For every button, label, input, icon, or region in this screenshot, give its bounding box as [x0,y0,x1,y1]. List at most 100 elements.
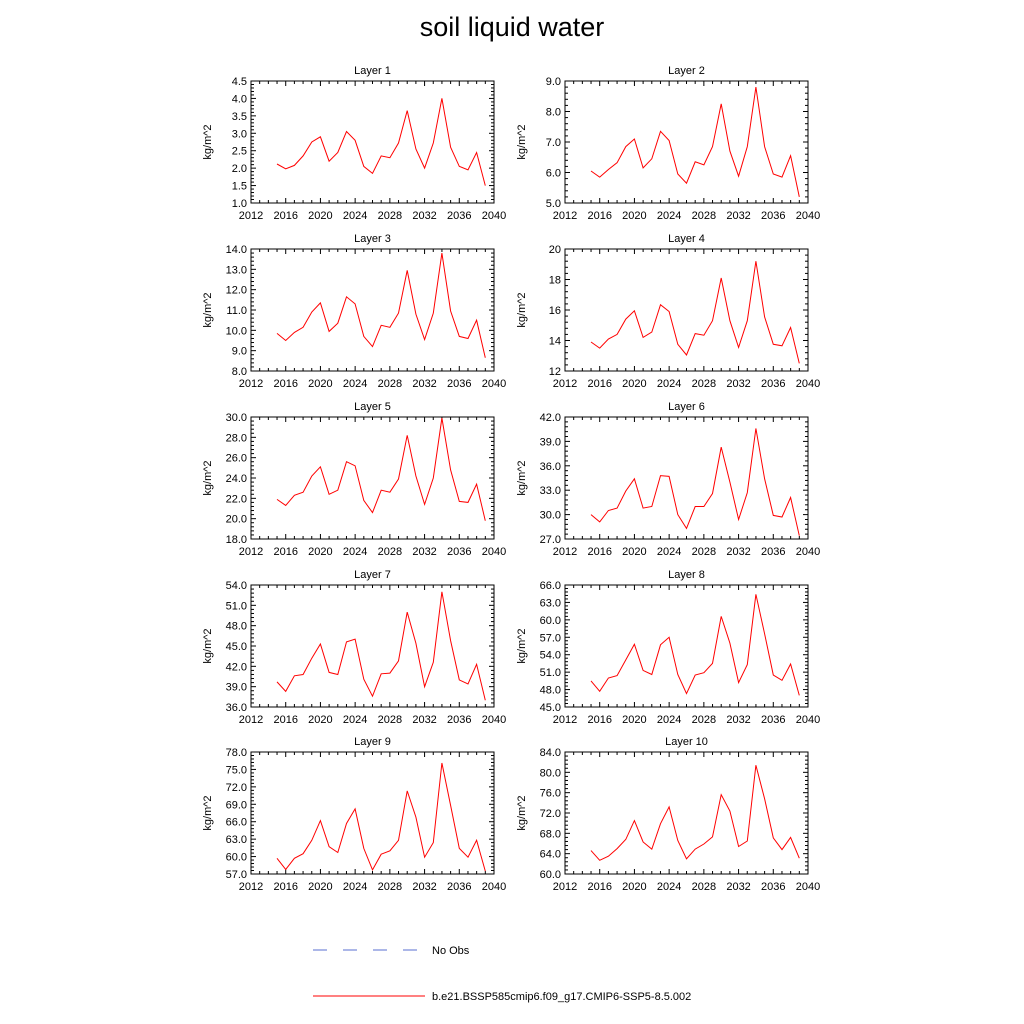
x-tick-label: 2020 [308,881,332,893]
x-tick-label: 2032 [412,546,436,558]
y-tick-label: 36.0 [540,461,561,473]
x-tick-label: 2036 [761,546,785,558]
x-tick-label: 2040 [796,881,820,893]
y-tick-label: 63.0 [540,597,561,609]
y-axis-label: kg/m^2 [202,124,214,159]
y-tick-label: 13.0 [226,264,247,276]
x-tick-label: 2032 [726,378,750,390]
x-tick-label: 2040 [482,714,506,726]
x-tick-label: 2040 [482,546,506,558]
panel-title: Layer 6 [668,401,705,413]
y-axis-label: kg/m^2 [202,460,214,495]
x-tick-label: 2024 [343,378,367,390]
x-tick-label: 2016 [587,881,611,893]
y-axis-label: kg/m^2 [516,460,528,495]
x-tick-label: 2036 [447,378,471,390]
x-tick-label: 2024 [657,378,681,390]
x-tick-label: 2036 [761,881,785,893]
panel-layer-7: Layer 7 kg/m^2 2012 2016 2020 2024 2028 2032 203… [202,569,506,726]
x-tick-label: 2028 [378,378,402,390]
x-tick-label: 2036 [447,881,471,893]
y-tick-label: 54.0 [540,650,561,662]
series-line [590,261,800,364]
y-tick-label: 4.5 [232,76,247,88]
y-tick-label: 76.0 [540,788,561,800]
y-tick-label: 39.0 [226,682,247,694]
series-line [590,87,800,198]
series-line [276,98,486,186]
panel-title: Layer 8 [668,569,705,581]
y-tick-label: 48.0 [226,621,247,633]
x-tick-label: 2024 [657,210,681,222]
y-tick-label: 16 [549,305,561,317]
x-tick-label: 2012 [239,378,263,390]
y-tick-label: 84.0 [540,747,561,759]
y-tick-label: 26.0 [226,453,247,465]
x-tick-label: 2020 [622,714,646,726]
x-tick-label: 2040 [796,378,820,390]
x-tick-label: 2036 [447,546,471,558]
y-tick-label: 57.0 [540,632,561,644]
x-tick-label: 2032 [412,378,436,390]
x-tick-label: 2028 [378,546,402,558]
y-tick-label: 64.0 [540,849,561,861]
x-tick-label: 2012 [239,714,263,726]
x-tick-label: 2016 [273,210,297,222]
y-tick-label: 66.0 [226,817,247,829]
y-tick-label: 22.0 [226,493,247,505]
plot-frame [564,80,809,204]
series-line [590,765,800,861]
y-tick-label: 6.0 [546,168,561,180]
y-tick-label: 12 [549,366,561,378]
y-tick-label: 3.5 [232,111,247,123]
y-tick-label: 60.0 [540,615,561,627]
y-tick-label: 60.0 [540,869,561,881]
y-tick-label: 20 [549,244,561,256]
panel-title: Layer 10 [665,736,708,748]
legend-label-1: No Obs [432,945,470,957]
x-tick-label: 2016 [587,546,611,558]
panel-title: Layer 5 [354,401,391,413]
x-tick-label: 2036 [761,378,785,390]
y-tick-label: 27.0 [540,534,561,546]
y-tick-label: 10.0 [226,325,247,337]
x-tick-label: 2020 [622,546,646,558]
panel-title: Layer 9 [354,736,391,748]
x-tick-label: 2012 [553,546,577,558]
y-tick-label: 36.0 [226,702,247,714]
y-tick-label: 24.0 [226,473,247,485]
y-tick-label: 2.0 [232,163,247,175]
x-tick-label: 2020 [308,378,332,390]
y-tick-label: 2.5 [232,146,247,158]
y-tick-label: 14 [549,336,561,348]
y-tick-label: 30.0 [540,510,561,522]
x-tick-label: 2012 [239,546,263,558]
y-tick-label: 68.0 [540,828,561,840]
y-axis-label: kg/m^2 [516,124,528,159]
plot-frame [250,248,495,372]
y-tick-label: 11.0 [226,305,247,317]
x-tick-label: 2024 [343,546,367,558]
series-line [590,428,800,536]
x-tick-label: 2020 [622,881,646,893]
series-line [276,417,486,521]
panel-layer-8: Layer 8 kg/m^2 2012 2016 2020 2024 2028 2032 203… [516,569,820,726]
y-tick-label: 28.0 [226,432,247,444]
x-tick-label: 2028 [378,210,402,222]
x-tick-label: 2012 [553,378,577,390]
panel-title: Layer 1 [354,65,391,77]
plot-frame [564,416,809,540]
panel-layer-10: Layer 10 kg/m^2 2012 2016 2020 2024 2028 2032 20… [516,736,820,893]
y-tick-label: 8.0 [232,366,247,378]
y-tick-label: 75.0 [226,764,247,776]
y-tick-label: 72.0 [540,808,561,820]
plot-frame [250,751,495,875]
x-tick-label: 2020 [622,210,646,222]
y-tick-label: 51.0 [540,667,561,679]
series-line [276,762,486,872]
panel-title: Layer 3 [354,233,391,245]
y-tick-label: 42.0 [226,661,247,673]
y-tick-label: 39.0 [540,436,561,448]
series-line [276,253,486,358]
